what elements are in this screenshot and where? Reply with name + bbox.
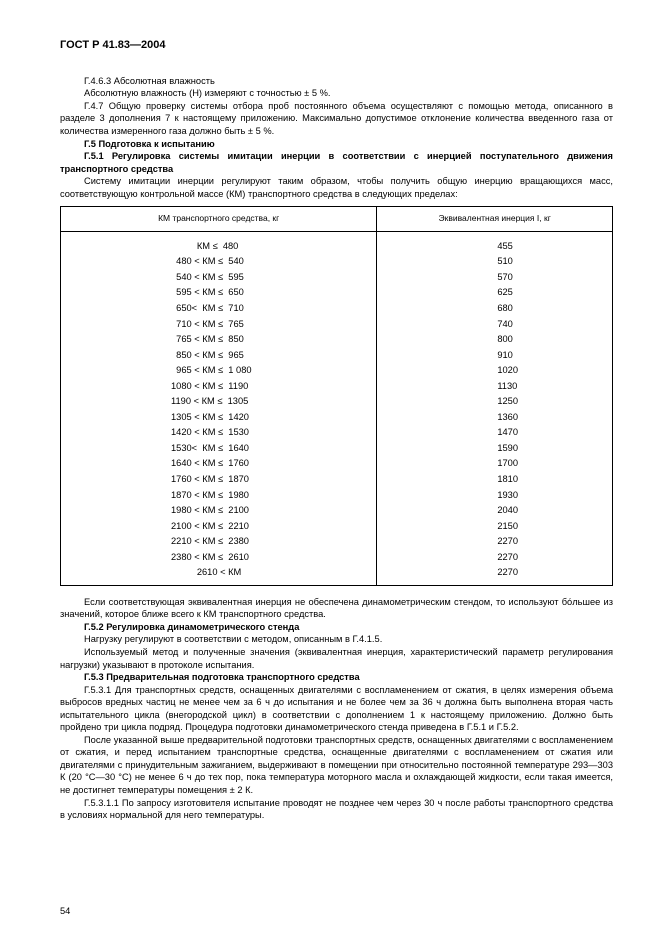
cell-i: 680 bbox=[377, 300, 613, 316]
table-row: 1530< КМ ≤ 16401590 bbox=[61, 440, 613, 456]
table-row: 850 < КМ ≤ 965910 bbox=[61, 347, 613, 363]
table-row: 650< КМ ≤ 710680 bbox=[61, 300, 613, 316]
table-row: 2380 < КМ ≤ 26102270 bbox=[61, 549, 613, 565]
para-g53: Г.5.3 Предварительная подготовка транспо… bbox=[60, 671, 613, 684]
doc-standard-id: ГОСТ Р 41.83—2004 bbox=[60, 38, 613, 53]
table-row: 1870 < КМ ≤ 19801930 bbox=[61, 487, 613, 503]
cell-km: 1305 < КМ ≤ 1420 bbox=[61, 409, 377, 425]
cell-i: 1700 bbox=[377, 456, 613, 472]
table-head-km: КМ транспортного средства, кг bbox=[61, 207, 377, 231]
cell-i: 2270 bbox=[377, 549, 613, 565]
cell-km: 480 < КМ ≤ 540 bbox=[61, 254, 377, 270]
cell-i: 1470 bbox=[377, 425, 613, 441]
table-row: 1760 < КМ ≤ 18701810 bbox=[61, 471, 613, 487]
table-row: КМ ≤ 480455 bbox=[61, 231, 613, 254]
para-g52: Г.5.2 Регулировка динамометрического сте… bbox=[60, 621, 613, 634]
cell-km: КМ ≤ 480 bbox=[61, 231, 377, 254]
cell-km: 1640 < КМ ≤ 1760 bbox=[61, 456, 377, 472]
cell-i: 1250 bbox=[377, 394, 613, 410]
page-number: 54 bbox=[60, 905, 70, 918]
para-after-table: Если соответствующая эквивалентная инерц… bbox=[60, 596, 613, 621]
cell-i: 2150 bbox=[377, 518, 613, 534]
cell-i: 1810 bbox=[377, 471, 613, 487]
inertia-table: КМ транспортного средства, кг Эквивалент… bbox=[60, 206, 613, 586]
cell-i: 1360 bbox=[377, 409, 613, 425]
cell-km: 1980 < КМ ≤ 2100 bbox=[61, 503, 377, 519]
cell-i: 910 bbox=[377, 347, 613, 363]
cell-km: 1530< КМ ≤ 1640 bbox=[61, 440, 377, 456]
table-row: 1980 < КМ ≤ 21002040 bbox=[61, 503, 613, 519]
table-row: 710 < КМ ≤ 765740 bbox=[61, 316, 613, 332]
table-head-i: Эквивалентная инерция I, кг bbox=[377, 207, 613, 231]
cell-i: 2040 bbox=[377, 503, 613, 519]
cell-km: 965 < КМ ≤ 1 080 bbox=[61, 363, 377, 379]
cell-km: 765 < КМ ≤ 850 bbox=[61, 332, 377, 348]
cell-i: 1020 bbox=[377, 363, 613, 379]
table-row: 2210 < КМ ≤ 23802270 bbox=[61, 534, 613, 550]
table-row: 1420 < КМ ≤ 15301470 bbox=[61, 425, 613, 441]
cell-i: 625 bbox=[377, 285, 613, 301]
para-g47: Г.4.7 Общую проверку системы отбора проб… bbox=[60, 100, 613, 138]
table-row: 2610 < КМ2270 bbox=[61, 565, 613, 586]
document-page: ГОСТ Р 41.83—2004 Г.4.6.3 Абсолютная вла… bbox=[0, 0, 661, 936]
cell-i: 455 bbox=[377, 231, 613, 254]
cell-i: 1930 bbox=[377, 487, 613, 503]
para-g463-title: Г.4.6.3 Абсолютная влажность bbox=[60, 75, 613, 88]
table-row: 540 < КМ ≤ 595570 bbox=[61, 269, 613, 285]
cell-i: 1590 bbox=[377, 440, 613, 456]
para-g5311: Г.5.3.1.1 По запросу изготовителя испыта… bbox=[60, 797, 613, 822]
cell-km: 1080 < КМ ≤ 1190 bbox=[61, 378, 377, 394]
cell-km: 650< КМ ≤ 710 bbox=[61, 300, 377, 316]
table-row: 595 < КМ ≤ 650625 bbox=[61, 285, 613, 301]
para-g531-2: После указанной выше предварительной под… bbox=[60, 734, 613, 797]
para-g51: Г.5.1 Регулировка системы имитации инерц… bbox=[60, 150, 613, 175]
table-row: 1305 < КМ ≤ 14201360 bbox=[61, 409, 613, 425]
table-row: 765 < КМ ≤ 850800 bbox=[61, 332, 613, 348]
table-row: 965 < КМ ≤ 1 0801020 bbox=[61, 363, 613, 379]
table-row: 2100 < КМ ≤ 22102150 bbox=[61, 518, 613, 534]
cell-km: 1420 < КМ ≤ 1530 bbox=[61, 425, 377, 441]
cell-i: 740 bbox=[377, 316, 613, 332]
para-g5: Г.5 Подготовка к испытанию bbox=[60, 138, 613, 151]
para-g52-l2: Используемый метод и полученные значения… bbox=[60, 646, 613, 671]
cell-km: 2610 < КМ bbox=[61, 565, 377, 586]
cell-km: 2380 < КМ ≤ 2610 bbox=[61, 549, 377, 565]
cell-i: 800 bbox=[377, 332, 613, 348]
cell-km: 710 < КМ ≤ 765 bbox=[61, 316, 377, 332]
cell-km: 850 < КМ ≤ 965 bbox=[61, 347, 377, 363]
table-row: 1080 < КМ ≤ 11901130 bbox=[61, 378, 613, 394]
cell-i: 2270 bbox=[377, 534, 613, 550]
table-row: 480 < КМ ≤ 540510 bbox=[61, 254, 613, 270]
table-row: 1190 < КМ ≤ 13051250 bbox=[61, 394, 613, 410]
cell-i: 2270 bbox=[377, 565, 613, 586]
para-g51-body: Систему имитации инерции регулируют таки… bbox=[60, 175, 613, 200]
cell-i: 510 bbox=[377, 254, 613, 270]
table-row: 1640 < КМ ≤ 17601700 bbox=[61, 456, 613, 472]
para-g52-l1: Нагрузку регулируют в соответствии с мет… bbox=[60, 633, 613, 646]
cell-i: 570 bbox=[377, 269, 613, 285]
cell-km: 1760 < КМ ≤ 1870 bbox=[61, 471, 377, 487]
cell-km: 2100 < КМ ≤ 2210 bbox=[61, 518, 377, 534]
cell-km: 540 < КМ ≤ 595 bbox=[61, 269, 377, 285]
para-g463-body: Абсолютную влажность (H) измеряют с точн… bbox=[60, 87, 613, 100]
cell-km: 1870 < КМ ≤ 1980 bbox=[61, 487, 377, 503]
cell-km: 595 < КМ ≤ 650 bbox=[61, 285, 377, 301]
cell-i: 1130 bbox=[377, 378, 613, 394]
para-g531: Г.5.3.1 Для транспортных средств, оснаще… bbox=[60, 684, 613, 734]
cell-km: 1190 < КМ ≤ 1305 bbox=[61, 394, 377, 410]
cell-km: 2210 < КМ ≤ 2380 bbox=[61, 534, 377, 550]
